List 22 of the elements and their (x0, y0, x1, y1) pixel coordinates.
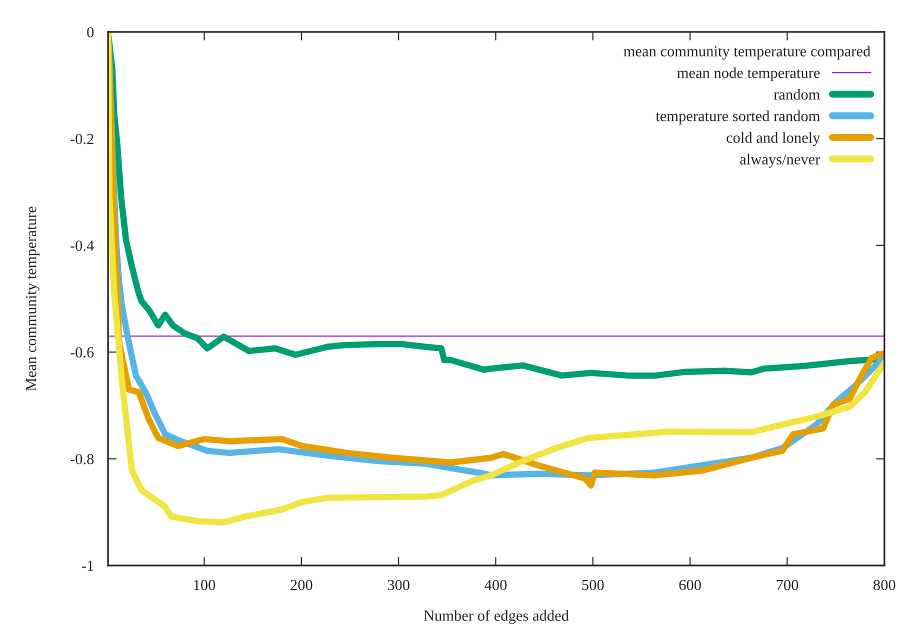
x-tick-label: 600 (679, 580, 701, 590)
y-tick-label: -0.6 (70, 347, 94, 358)
legend-label: cold and lonely (726, 132, 820, 146)
x-tick-label: 300 (388, 580, 410, 590)
y-tick-label: -1 (82, 560, 94, 571)
y-axis-title: Mean community temperature (26, 206, 40, 391)
y-tick-label: -0.4 (70, 240, 94, 251)
y-tick-label: -0.2 (70, 134, 94, 144)
legend-title: mean community temperature compared (624, 46, 870, 60)
y-tick-label: -0.8 (70, 454, 94, 464)
x-axis-title: Number of edges added (424, 610, 569, 624)
y-tick-label: 0 (87, 27, 94, 38)
legend-label: mean node temperature (677, 67, 820, 82)
x-tick-label: 200 (290, 580, 312, 590)
x-tick-label: 100 (194, 580, 216, 590)
x-tick-label: 700 (776, 580, 798, 590)
x-tick-label: 800 (874, 580, 896, 590)
legend-label: always/never (740, 154, 820, 168)
x-tick-label: 400 (484, 580, 507, 590)
legend-label: random (774, 88, 820, 100)
legend-label: temperature sorted random (656, 110, 820, 124)
x-tick-label: 500 (582, 580, 604, 590)
